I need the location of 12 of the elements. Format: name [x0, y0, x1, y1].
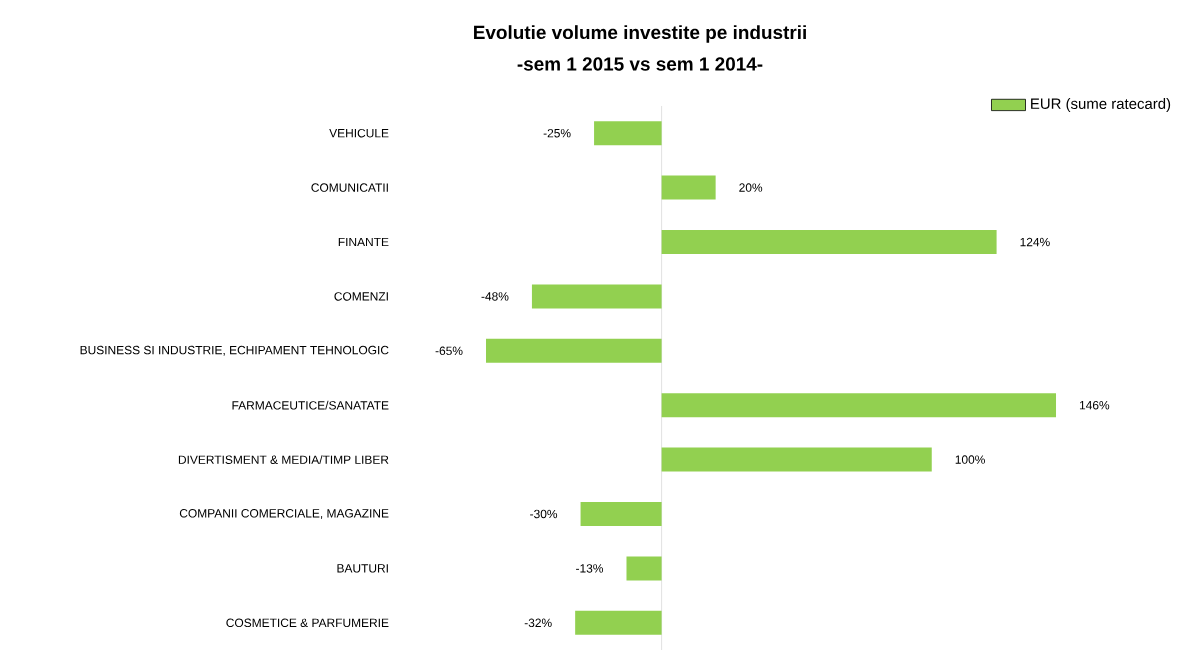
bar	[580, 502, 662, 526]
chart-title: Evolutie volume investite pe industrii	[474, 25, 806, 43]
bar	[661, 447, 932, 472]
bar	[531, 284, 662, 309]
bar	[661, 393, 1057, 418]
bar	[594, 121, 662, 146]
bar	[575, 610, 662, 635]
bar	[626, 556, 662, 581]
chart-subtitle: -sem 1 2015 vs sem 1 2014-	[517, 57, 763, 71]
bar	[661, 229, 997, 254]
bar	[486, 338, 662, 363]
bar	[661, 175, 716, 200]
